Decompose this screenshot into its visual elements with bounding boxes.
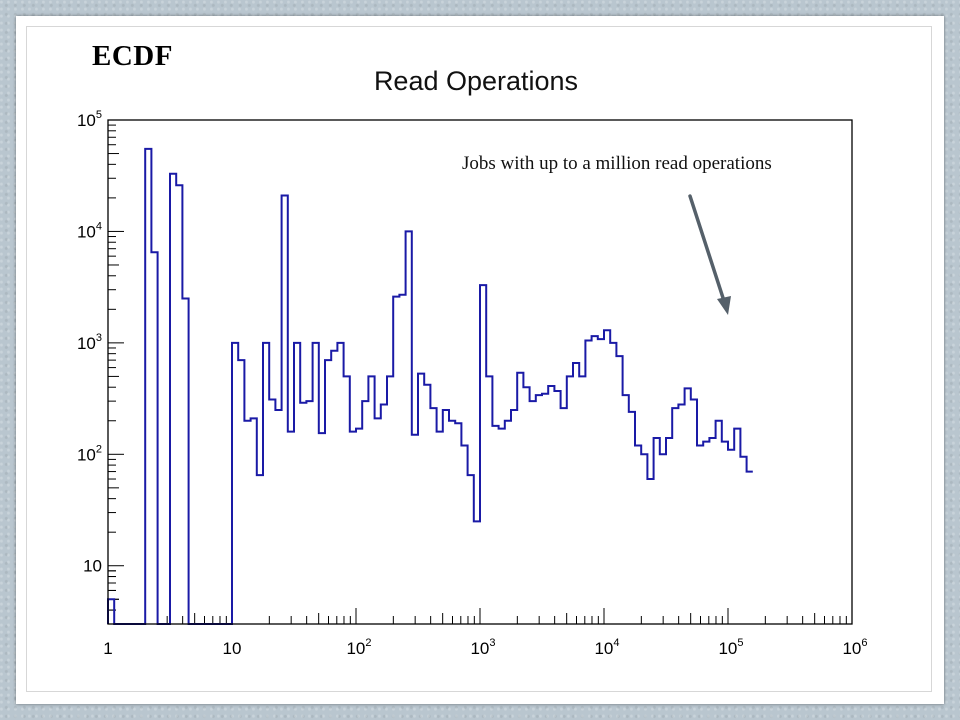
y-tick-label: 103	[77, 332, 102, 353]
annotation-arrowhead	[717, 296, 731, 315]
y-tick-label-exponent: 2	[96, 443, 102, 455]
x-tick-label-base: 1	[103, 639, 112, 658]
y-tick-label: 105	[77, 109, 102, 130]
x-tick-label-base: 10	[594, 639, 613, 658]
y-tick-label-base: 10	[77, 222, 96, 241]
y-tick-label: 102	[77, 443, 102, 464]
slide-title: ECDF	[92, 40, 173, 72]
x-tick-label: 1	[103, 639, 112, 658]
x-tick-label: 104	[594, 637, 619, 658]
x-tick-label: 103	[470, 637, 495, 658]
x-tick-label: 105	[718, 637, 743, 658]
x-tick-label: 102	[346, 637, 371, 658]
x-tick-label-base: 10	[346, 639, 365, 658]
annotation-text: Jobs with up to a million read operation…	[462, 153, 772, 174]
x-tick-label-exponent: 2	[365, 637, 371, 649]
y-tick-label-exponent: 5	[96, 109, 102, 121]
histogram-line	[107, 147, 753, 625]
x-tick-label-exponent: 3	[489, 637, 495, 649]
x-tick-label: 10	[223, 639, 242, 658]
x-tick-label-base: 10	[223, 639, 242, 658]
plot-frame	[107, 119, 853, 625]
annotation-arrow	[688, 194, 731, 315]
annotation-arrow-shaft	[688, 194, 727, 306]
x-tick-label: 106	[842, 637, 867, 658]
x-tick-label-base: 10	[842, 639, 861, 658]
y-tick-label-exponent: 3	[96, 332, 102, 344]
x-tick-label-exponent: 6	[861, 637, 867, 649]
x-tick-label-base: 10	[718, 639, 737, 658]
y-tick-label-base: 10	[77, 445, 96, 464]
x-tick-label-exponent: 4	[613, 637, 619, 649]
y-tick-label-base: 10	[77, 111, 96, 130]
axis-ticks	[107, 124, 853, 625]
x-tick-label-base: 10	[470, 639, 489, 658]
y-tick-label: 104	[77, 220, 102, 241]
x-tick-label-exponent: 5	[737, 637, 743, 649]
chart-title: Read Operations	[374, 66, 578, 96]
y-tick-label-exponent: 4	[96, 220, 102, 232]
y-tick-label-base: 10	[77, 334, 96, 353]
y-tick-label-base: 10	[83, 557, 102, 576]
slide-inner-frame	[26, 26, 932, 692]
y-tick-label: 10	[83, 557, 102, 576]
